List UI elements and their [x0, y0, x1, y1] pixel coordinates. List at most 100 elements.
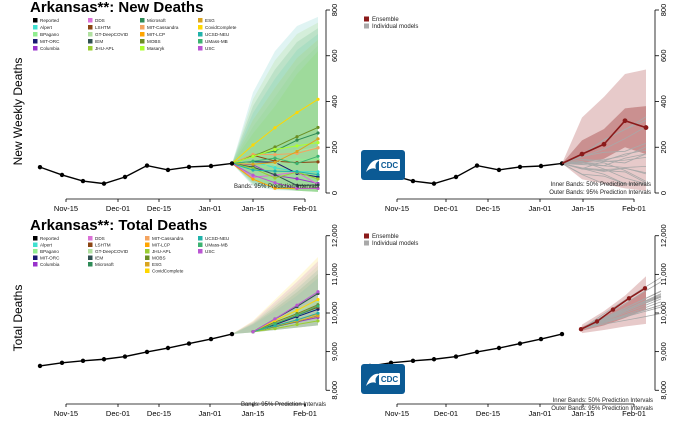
legend-swatch	[198, 249, 203, 254]
legend-label: MIT-LCP	[147, 32, 165, 37]
model-forecast-point	[316, 131, 320, 135]
legend-label: Alpert	[40, 25, 53, 30]
reported-point	[410, 178, 416, 184]
legend-label: BPagano	[40, 32, 59, 37]
model-forecast-line	[252, 304, 319, 333]
legend-swatch	[33, 262, 38, 267]
ensemble-point	[610, 307, 616, 312]
reported-point	[37, 363, 43, 369]
reported-point	[101, 181, 107, 186]
legend-swatch	[33, 39, 38, 44]
reported-point	[431, 357, 437, 362]
band-note-inner: Inner Bands: 50% Prediction Intervals	[553, 398, 653, 404]
model-forecast-point	[295, 135, 299, 139]
legend-label: Microsoft	[147, 18, 166, 23]
model-forecast-point	[273, 176, 277, 180]
legend-label: USC	[205, 46, 215, 51]
legend-label: Alpert	[40, 243, 53, 248]
legend-label: GT-DeepCOVID	[95, 249, 129, 254]
model-forecast-point	[295, 110, 299, 115]
individual-model-line	[580, 281, 662, 330]
reported-point	[122, 174, 128, 180]
reported-point	[186, 341, 192, 346]
cdc-logo-emblem	[366, 159, 380, 172]
legend-swatch	[88, 262, 93, 267]
y-axis-label: Total Deaths	[11, 285, 25, 352]
individual-model-line	[580, 306, 662, 330]
model-forecast-point	[273, 327, 277, 331]
reported-series-line	[369, 333, 563, 367]
legend-swatch	[198, 25, 203, 30]
x-tick-label: Dec-01	[434, 409, 458, 418]
legend-swatch	[198, 39, 203, 44]
band-note-outer: Outer Bands: 95% Prediction Intervals	[549, 190, 651, 196]
reported-point	[144, 163, 150, 168]
legend-swatch	[364, 16, 369, 22]
model-forecast-point	[273, 173, 277, 177]
y-tick-label: 400	[330, 95, 339, 108]
legend-swatch	[140, 46, 145, 51]
legend-swatch	[140, 18, 145, 23]
ensemble-point	[594, 319, 600, 324]
individual-model-line	[561, 126, 647, 164]
reported-point	[165, 345, 171, 351]
model-forecast-point	[316, 304, 320, 308]
legend-label: JHU-APL	[95, 46, 115, 51]
legend-swatch	[145, 236, 150, 241]
model-forecast-point	[316, 177, 320, 181]
legend-swatch	[88, 249, 93, 254]
model-forecast-point	[295, 149, 299, 154]
reported-point	[474, 349, 480, 355]
cdc-logo-text: CDC	[381, 161, 399, 170]
ensemble-point	[642, 286, 648, 291]
reported-point	[388, 360, 394, 366]
legend-swatch	[364, 233, 369, 239]
legend-swatch	[145, 262, 150, 267]
model-forecast-point	[295, 183, 299, 188]
legend-label: LSHTM	[95, 243, 111, 248]
individual-model-line	[580, 277, 662, 330]
ensemble-point	[643, 125, 649, 130]
legend-label: MIT-ORC	[40, 256, 60, 261]
reported-point	[144, 349, 150, 355]
y-tick-label: 12,000	[330, 224, 339, 247]
model-forecast-point	[273, 166, 277, 170]
model-forecast-line	[252, 320, 319, 333]
reported-point	[80, 178, 86, 184]
reported-point	[59, 360, 65, 366]
legend-swatch	[33, 46, 38, 51]
model-forecast-line	[252, 291, 319, 333]
legend-swatch	[88, 39, 93, 44]
model-forecast-point	[251, 154, 255, 158]
legend-swatch	[88, 46, 93, 51]
ensemble-point	[601, 141, 607, 147]
reported-series-line	[39, 162, 233, 185]
legend-swatch	[88, 25, 93, 30]
legend-label: USC	[205, 249, 215, 254]
model-forecast-line	[252, 312, 319, 333]
reported-point	[37, 164, 43, 170]
y-axis-label: New Weekly Deaths	[11, 58, 25, 166]
model-forecast-point	[251, 168, 255, 172]
individual-model-line	[580, 304, 662, 330]
reported-point	[453, 174, 459, 180]
reported-point	[186, 164, 192, 170]
legend-swatch	[33, 249, 38, 254]
reported-point	[80, 358, 86, 364]
y-tick-label: 12,000	[659, 224, 668, 247]
y-tick-label: 800	[659, 4, 668, 17]
y-tick-label: 0	[330, 191, 339, 195]
model-forecast-point	[316, 297, 320, 302]
legend-label: UMass-MB	[205, 243, 228, 248]
x-tick-label: Jan-01	[199, 409, 222, 418]
model-forecast-point	[295, 318, 299, 322]
y-tick-label: 200	[330, 141, 339, 154]
model-forecast-point	[316, 319, 320, 323]
cdc-logo: CDC	[361, 150, 405, 180]
reported-point	[229, 161, 235, 166]
model-forecast-line	[252, 305, 319, 333]
band-note: Bands: 95% Prediction Intervals	[234, 184, 319, 190]
legend-label: Columbia	[40, 46, 60, 51]
reported-point	[538, 163, 544, 169]
